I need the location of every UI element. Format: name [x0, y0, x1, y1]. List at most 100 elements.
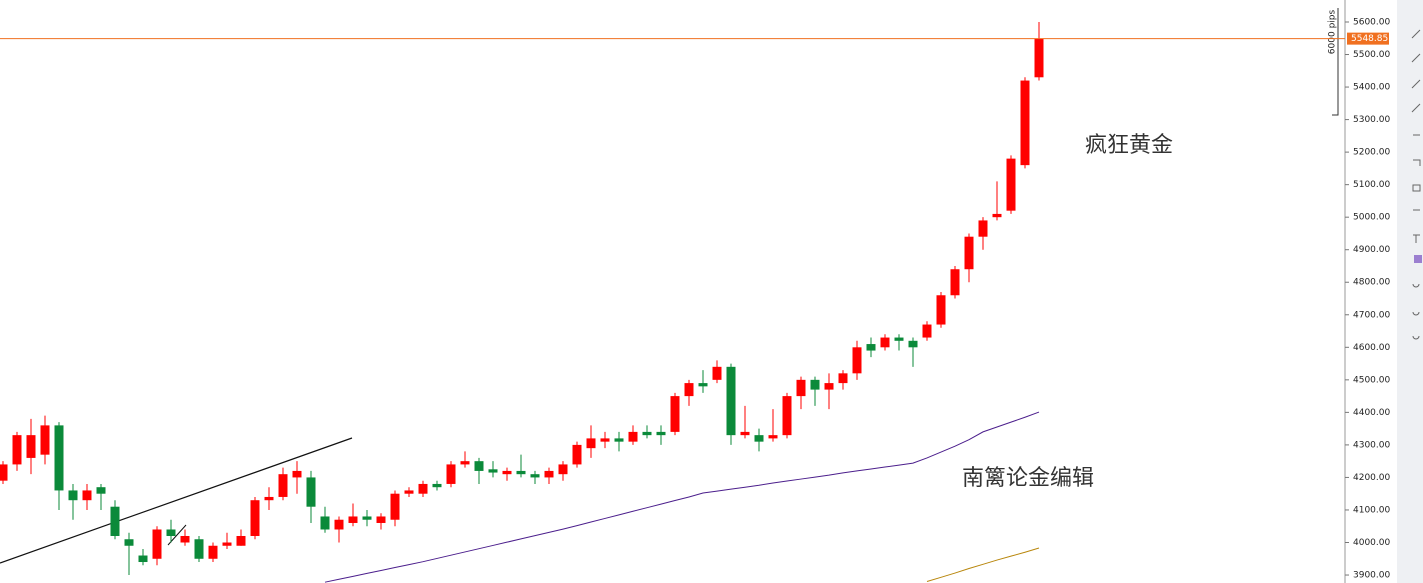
candle-body	[264, 496, 274, 501]
candle-body	[768, 435, 778, 439]
toolbar-icons	[1411, 29, 1422, 340]
y-tick-label: 4200.00	[1353, 473, 1390, 483]
candle-body	[628, 431, 638, 442]
candle-body	[12, 435, 22, 465]
y-tick-label: 4800.00	[1353, 278, 1390, 288]
y-tick-label: 4700.00	[1353, 310, 1390, 320]
candle-body	[740, 431, 750, 436]
candle-body	[82, 490, 92, 501]
candle-body	[306, 477, 316, 507]
candle-body	[922, 324, 932, 338]
y-tick-label: 4600.00	[1353, 343, 1390, 353]
candle-body	[488, 469, 498, 473]
candle-body	[124, 539, 134, 546]
candle-body	[54, 425, 64, 491]
y-tick-label: 5000.00	[1353, 213, 1390, 223]
candle-body	[0, 464, 8, 481]
y-tick-label: 5400.00	[1353, 83, 1390, 93]
candle-body	[936, 295, 946, 325]
candle-body	[362, 516, 372, 520]
y-tick-label: 5300.00	[1353, 115, 1390, 125]
candle-body	[166, 529, 176, 536]
candle-body	[530, 474, 540, 478]
candle-body	[796, 379, 806, 397]
candle-body	[110, 506, 120, 536]
candle-body	[96, 487, 106, 494]
last-price-label: 5548.85	[1351, 34, 1388, 44]
candle-body	[1006, 158, 1016, 211]
candle-body	[460, 461, 470, 465]
y-tick-label: 4400.00	[1353, 408, 1390, 418]
candle-body	[670, 396, 680, 432]
candle-body	[334, 519, 344, 530]
y-tick-label: 4500.00	[1353, 375, 1390, 385]
toolbar	[1397, 0, 1423, 583]
y-tick-label: 5200.00	[1353, 148, 1390, 158]
candle-body	[600, 438, 610, 442]
candle-body	[1020, 80, 1030, 166]
candle-body	[586, 438, 596, 449]
candle-body	[152, 529, 162, 559]
candle-body	[446, 464, 456, 484]
measure-label: 6000 pips	[1328, 10, 1338, 55]
candle-body	[390, 493, 400, 520]
annotation: 南篱论金编辑	[962, 466, 1094, 491]
candle-body	[68, 490, 78, 501]
candle-body	[754, 435, 764, 442]
y-tick-label: 4900.00	[1353, 245, 1390, 255]
candle-body	[838, 373, 848, 384]
candle-body	[782, 396, 792, 436]
candle-body	[376, 516, 386, 523]
candle-body	[348, 516, 358, 523]
candle-body	[852, 347, 862, 374]
candle-body	[320, 516, 330, 530]
candle-body	[894, 337, 904, 341]
y-tick-label: 3900.00	[1353, 571, 1390, 581]
candle-body	[684, 383, 694, 397]
candle-body	[404, 490, 414, 494]
last-price-tag	[1347, 32, 1389, 45]
candle-body	[236, 535, 246, 546]
candle-body	[250, 500, 260, 536]
candle-body	[824, 383, 834, 390]
candle-body	[418, 483, 428, 494]
candle-body	[474, 461, 484, 471]
candle-body	[208, 545, 218, 559]
candle-body	[614, 438, 624, 442]
candle-body	[502, 470, 512, 475]
y-tick-label: 5500.00	[1353, 50, 1390, 60]
candle-body	[698, 383, 708, 387]
candle-body	[572, 444, 582, 465]
candle-body	[544, 470, 554, 478]
y-tick-label: 4100.00	[1353, 505, 1390, 515]
candle-body	[810, 379, 820, 390]
candle-body	[908, 340, 918, 348]
y-tick-label: 5100.00	[1353, 180, 1390, 190]
trend-line	[0, 437, 353, 564]
candle-body	[866, 344, 876, 351]
y-tick-label: 5600.00	[1353, 17, 1390, 27]
candle-body	[292, 470, 302, 478]
moving-average	[324, 411, 1040, 583]
annotation: 疯狂黄金	[1085, 133, 1173, 158]
candle-body	[516, 470, 526, 475]
candle-body	[222, 542, 232, 546]
candle-body	[642, 431, 652, 436]
candle-body	[432, 483, 442, 488]
candle-body	[978, 220, 988, 237]
candle-body	[180, 535, 190, 543]
candle-body	[964, 236, 974, 270]
candle-body	[656, 431, 666, 436]
y-tick-label: 4000.00	[1353, 538, 1390, 548]
candle-body	[992, 213, 1002, 218]
candle-body	[194, 539, 204, 559]
moving-average	[926, 547, 1040, 583]
y-tick-label: 4300.00	[1353, 440, 1390, 450]
candle-body	[40, 425, 50, 455]
candle-body	[950, 269, 960, 296]
candle-body	[726, 366, 736, 436]
candle-body	[880, 337, 890, 348]
candle-body	[26, 435, 36, 458]
candle-body	[1034, 38, 1044, 78]
